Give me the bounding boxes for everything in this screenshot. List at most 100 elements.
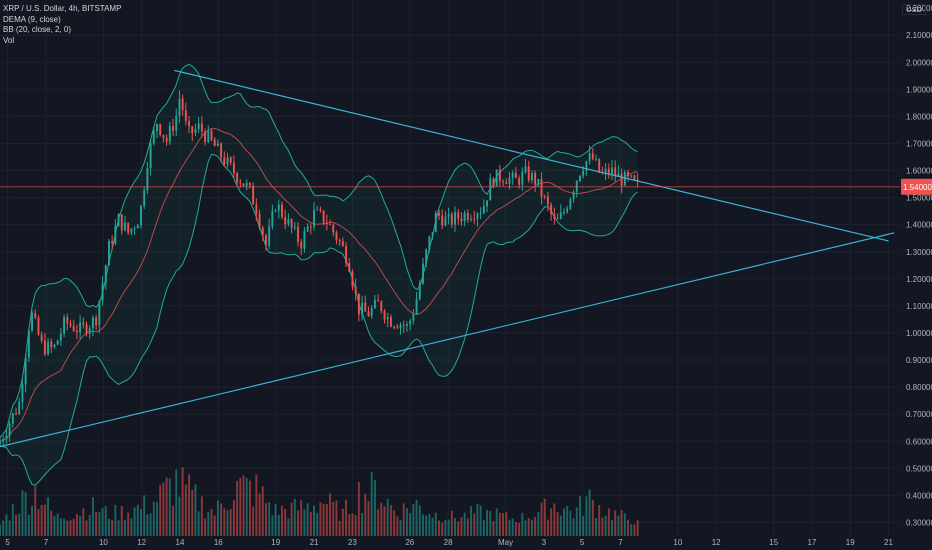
volume-bar [329,493,331,536]
candle-body [409,320,412,325]
candle-body [508,177,511,184]
candle-body [322,210,325,223]
candle-body [341,241,344,247]
candle-body [591,153,594,160]
candle-body [566,208,569,212]
candle-body [495,169,498,187]
symbol-title[interactable]: XRP / U.S. Dollar, 4h, BITSTAMP [3,4,122,13]
volume-bar [332,501,335,536]
candle-body [149,143,152,169]
candle-body [284,216,287,225]
candle-body [165,137,168,142]
volume-indicator-label[interactable]: Vol [3,35,15,45]
candle-body [325,222,328,224]
volume-bar [95,511,98,536]
last-price-badge [901,178,932,195]
candle-body [546,196,549,205]
candle-body [405,324,408,326]
candle-body [556,218,559,220]
volume-bar [386,499,389,536]
x-tick-label: 28 [444,538,453,547]
x-tick-label: 12 [712,538,721,547]
chart-legend: XRP / U.S. Dollar, 4h, BITSTAMP DEMA (9,… [3,4,121,46]
candle-body [107,241,110,266]
volume-bar [98,512,101,536]
volume-bar [434,512,437,536]
candle-body [85,324,88,334]
candle-body [8,423,11,436]
volume-bar [585,496,588,536]
candle-body [252,185,255,205]
volume-bar [373,479,376,536]
volume-bar [124,520,126,536]
volume-bar [21,490,24,536]
volume-bar [120,505,123,536]
y-tick-label: 2.10000 [906,31,932,40]
candle-body [338,240,341,242]
candle-body [454,212,456,225]
y-tick-label: 1.20000 [906,275,932,284]
volume-bar [466,518,469,536]
volume-bar [242,475,245,536]
volume-bar [627,519,629,536]
candle-body [351,271,354,287]
volume-bar [59,518,62,536]
dema-line [0,127,638,442]
volume-bar [63,518,66,536]
volume-bar [575,507,578,536]
volume-bar [524,520,527,536]
time-axis[interactable]: 5 7 10 12 14 16 19 21 23 26 28 May 3 5 7 10 12 15 17 19 21 [5,538,893,547]
grid [0,0,900,536]
volume-bar [601,517,604,536]
volume-bar [213,515,216,536]
volume-bar [75,513,78,536]
x-tick-label: 17 [807,538,816,547]
volume-bar [425,515,428,536]
x-tick-label: 7 [44,538,49,547]
volume-bar [300,500,303,536]
candle-body [620,173,623,186]
candle-body [63,317,66,334]
volume-bar [514,522,517,536]
volume-bar [540,502,543,536]
candle-body [447,214,450,217]
candle-body [156,124,158,132]
volume-bar [255,474,258,536]
candle-body [34,312,37,318]
x-tick-label: 15 [769,538,778,547]
candle-body [91,317,94,329]
candle-body [79,322,82,333]
volume-bar [82,508,85,536]
last-price-label: 1.54000 [903,183,932,192]
dema-indicator-label[interactable]: DEMA (9, close) [3,14,61,24]
volume-bar [236,480,239,536]
volume-bar [159,484,162,536]
trendline-lower[interactable] [0,232,895,448]
candle-body [611,167,613,175]
candle-body [585,161,588,171]
y-tick-label: 1.30000 [906,248,932,257]
volume-bar [175,469,178,536]
trendline-upper[interactable] [174,69,889,242]
bb-indicator-label[interactable]: BB (20, close, 2, 0) [3,25,72,34]
y-tick-label: 0.30000 [906,518,932,527]
candle-body [335,232,338,241]
candle-body [236,173,239,183]
volume-bar [325,503,328,536]
candle-body [104,265,107,284]
candle-body [470,218,472,220]
trendlines[interactable] [0,69,895,448]
candle-body [607,168,610,175]
volume-bar [290,502,293,536]
volume-bar [399,520,402,536]
currency-label[interactable]: USD [902,4,926,15]
volume-bar [297,510,299,536]
volume-bar [53,516,56,536]
candle-body [223,157,226,165]
